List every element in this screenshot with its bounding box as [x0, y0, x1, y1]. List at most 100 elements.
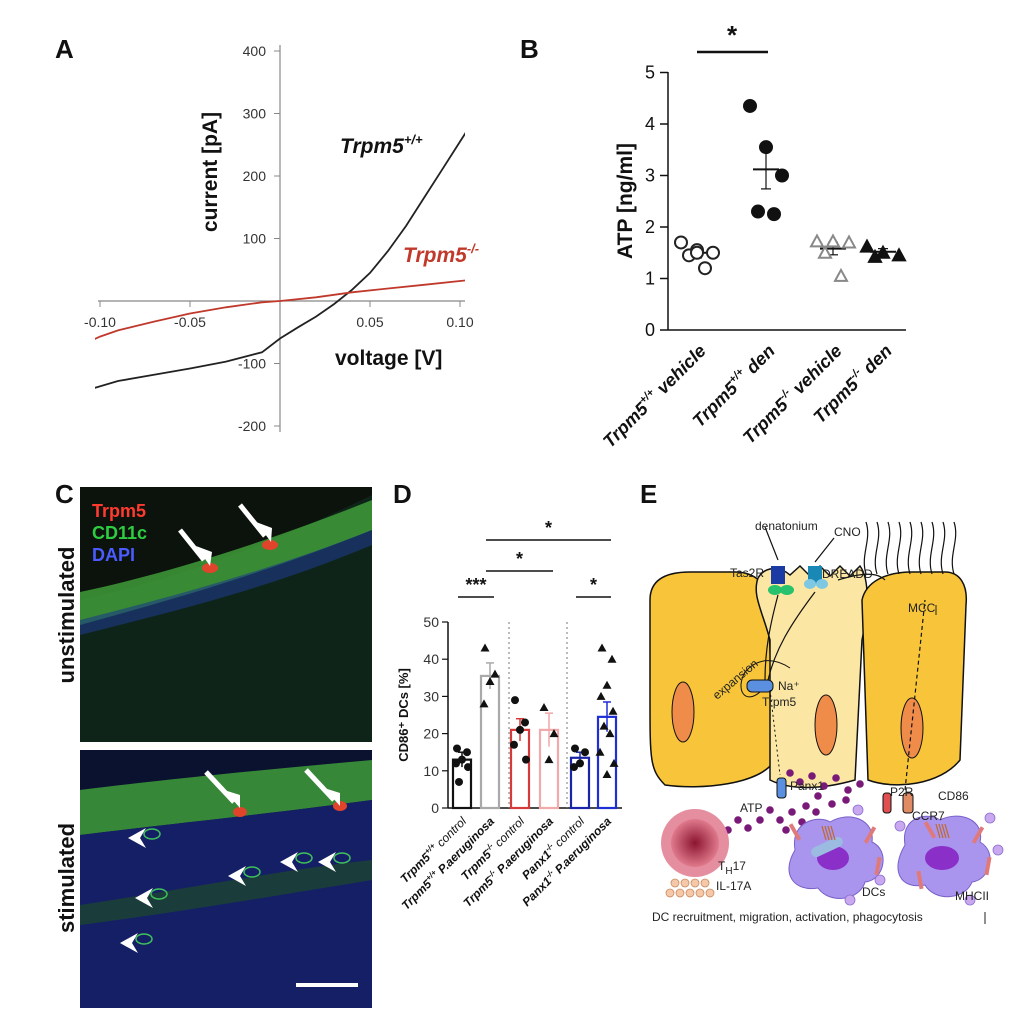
- data-point: [455, 777, 463, 786]
- dc-dendrite: [874, 874, 886, 886]
- arrowhead: [318, 852, 336, 872]
- data-point: [458, 755, 466, 764]
- y-axis-label: ATP [ng/ml]: [614, 143, 637, 259]
- significance-label: *: [516, 549, 523, 569]
- legend-trpm5: Trpm5: [92, 501, 146, 521]
- x-tick-label: -0.05: [174, 314, 206, 330]
- panel-e-schematic: denatonium CNO Tas2R DREADD MCC expansio…: [649, 519, 1004, 924]
- y-tick-label: -100: [238, 356, 266, 372]
- atp-molecule: [832, 774, 840, 782]
- panel-label-c: C: [55, 479, 74, 509]
- panel-c-microscopy: Trpm5 CD11c DAPI unstimulated stimulated: [54, 487, 372, 1008]
- atp-molecule: [842, 796, 850, 804]
- label-th17: TH17: [718, 859, 746, 877]
- y-tick-label: 200: [243, 168, 267, 184]
- label-tas2r: Tas2R: [730, 566, 764, 580]
- data-point: [599, 721, 609, 730]
- arrow: [238, 503, 267, 538]
- data-point: [867, 248, 883, 263]
- data-point: [817, 244, 833, 259]
- data-point: [743, 98, 757, 113]
- y-axis-label: CD86⁺ DCs [%]: [396, 668, 411, 762]
- cd11c-cell: [333, 852, 351, 864]
- data-point: [608, 706, 618, 715]
- significance-label: ***: [465, 575, 486, 595]
- y-tick-label: 2: [645, 217, 655, 237]
- label-mcc: MCC: [908, 601, 936, 615]
- cd11c-cell: [295, 852, 313, 864]
- series-label-ko: Trpm5-/-: [403, 241, 479, 267]
- data-point: [751, 204, 765, 219]
- label-il17a: IL-17A: [716, 879, 751, 893]
- epithelium-green: [80, 500, 372, 625]
- il17a-molecule: [685, 888, 695, 898]
- cilium: [874, 521, 880, 575]
- label-atp: ATP: [740, 801, 762, 815]
- data-point: [875, 244, 891, 259]
- il17a-molecule: [690, 878, 700, 888]
- label-unstimulated: unstimulated: [54, 547, 79, 684]
- cd11c-cell: [243, 866, 261, 878]
- il17a-molecule: [675, 888, 685, 898]
- category-label: Trpm5+/+ vehicle: [598, 340, 709, 451]
- y-tick-label: 0: [431, 800, 439, 816]
- atp-molecule: [844, 786, 852, 794]
- data-point: [581, 748, 589, 757]
- x-axis-label: voltage [V]: [335, 347, 442, 370]
- data-point: [891, 247, 907, 262]
- receptor: [874, 856, 882, 876]
- y-tick-label: 1: [645, 269, 655, 289]
- cilium: [885, 521, 891, 575]
- cilium: [929, 521, 935, 575]
- data-point: [809, 233, 825, 248]
- tuft-cell: [755, 564, 868, 789]
- epithelial-cell-left: [649, 571, 776, 788]
- ccr7-receptor: [944, 823, 950, 839]
- y-tick-label: 50: [423, 614, 439, 630]
- dc-dendrite: [852, 804, 864, 816]
- ccr7-receptor: [821, 825, 827, 841]
- atp-molecule: [766, 806, 774, 814]
- il17a-molecule: [705, 888, 715, 898]
- label-dcs: DCs: [862, 885, 885, 899]
- data-point: [596, 691, 606, 700]
- series-line-ko: [95, 279, 465, 340]
- panel-label-d: D: [393, 479, 412, 509]
- dc-dendrite: [894, 820, 906, 832]
- data-point: [452, 759, 460, 768]
- series-label-wt: Trpm5+/+: [340, 132, 423, 158]
- data-point: [833, 267, 849, 282]
- receptor: [923, 821, 937, 839]
- data-point: [690, 245, 704, 260]
- y-tick-label: 100: [243, 231, 267, 247]
- arrow: [304, 768, 336, 802]
- atp-molecule: [796, 778, 804, 786]
- arrowhead: [280, 852, 298, 872]
- data-point: [706, 245, 720, 260]
- label-na: Na⁺: [778, 679, 800, 693]
- y-tick-label: -200: [238, 418, 266, 434]
- data-point: [602, 770, 612, 779]
- arrowhead: [120, 933, 138, 953]
- dc-dendrite: [992, 844, 1004, 856]
- cilium: [951, 521, 957, 575]
- data-point: [539, 703, 549, 712]
- label-trpm5: Trpm5: [762, 695, 797, 709]
- arrow: [178, 528, 206, 562]
- cilium: [907, 521, 913, 575]
- atp-molecule: [744, 824, 752, 832]
- data-point: [595, 747, 605, 756]
- label-stimulated: stimulated: [54, 823, 79, 933]
- trpm5-cell: [202, 563, 218, 573]
- significance-label: *: [545, 518, 552, 538]
- data-point: [463, 748, 471, 757]
- atp-molecule: [734, 816, 742, 824]
- trpm5-cell: [262, 540, 278, 550]
- y-tick-label: 40: [423, 651, 439, 667]
- atp-molecule: [812, 808, 820, 816]
- dendritic-cell: [897, 815, 991, 898]
- il17a-molecule: [670, 878, 680, 888]
- data-point: [597, 643, 607, 652]
